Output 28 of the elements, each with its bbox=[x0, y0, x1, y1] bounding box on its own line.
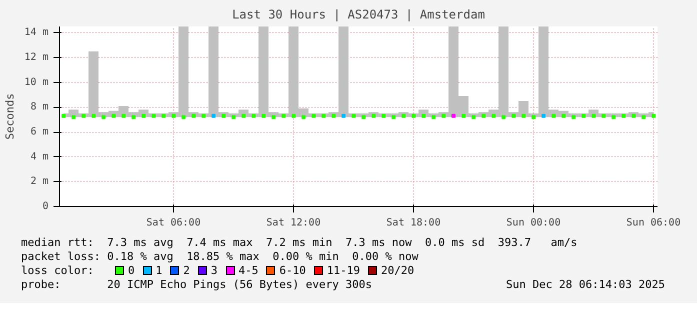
text: packet loss: 0.18 % avg 18.85 % max 0.00 % min 0.00 % now bbox=[21, 250, 418, 263]
chart-title: Last 30 Hours | AS20473 | Amsterdam bbox=[232, 8, 485, 22]
text: Sun Dec 28 06:14:03 2025 bbox=[506, 278, 665, 292]
y-axis-title: Seconds bbox=[3, 93, 16, 140]
x-tick-label: Sun 06:00 bbox=[626, 218, 681, 228]
legend-label: 4-5 bbox=[238, 264, 258, 277]
legend-label: 11-19 bbox=[326, 264, 360, 277]
y-tick-label: 4 m bbox=[30, 151, 48, 162]
x-tick-label: Sat 18:00 bbox=[386, 218, 441, 228]
y-tick-label: 10 m bbox=[24, 76, 49, 88]
x-tick-label: Sat 06:00 bbox=[146, 218, 201, 228]
legend-label: 2 bbox=[183, 264, 190, 277]
text: median rtt: 7.3 ms avg 7.4 ms max 7.2 ms min 7.3 ms now 0.0 ms sd 393.7 am/s bbox=[21, 236, 578, 249]
y-tick-label: 2 m bbox=[30, 176, 48, 188]
legend-label: 20/20 bbox=[381, 264, 414, 277]
legend-title: loss color: bbox=[21, 264, 95, 278]
legend-label: 6-10 bbox=[279, 264, 306, 277]
text: probe: 20 ICMP Echo Pings (56 Bytes) every 300s bbox=[21, 278, 372, 291]
y-tick-label: 14 m bbox=[24, 27, 49, 38]
y-tick-label: 6 m bbox=[30, 126, 48, 138]
legend-label: 3 bbox=[210, 264, 218, 277]
y-tick-label: 8 m bbox=[30, 102, 48, 113]
x-tick-label: Sat 12:00 bbox=[266, 218, 321, 228]
legend-label: 1 bbox=[156, 264, 162, 277]
legend-label: 0 bbox=[128, 264, 135, 277]
x-tick-label: Sun 00:00 bbox=[506, 218, 561, 228]
y-tick-label: 12 m bbox=[24, 52, 49, 64]
y-tick-label: 0 bbox=[42, 201, 49, 212]
